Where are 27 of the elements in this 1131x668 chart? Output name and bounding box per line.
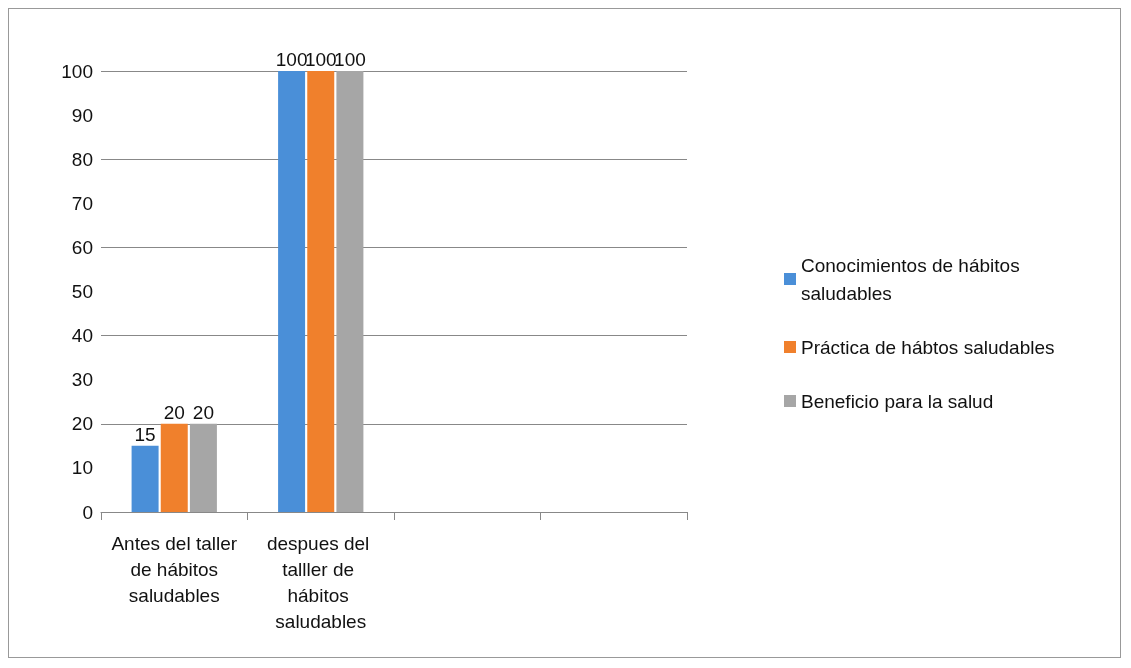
x-tick-label: despues del talller de hábitos saludables	[266, 532, 375, 632]
legend-label: Conocimientos de hábitos saludables	[801, 254, 1025, 304]
data-label: 100	[275, 49, 308, 70]
y-tick-label: 10	[71, 457, 93, 479]
data-label: 100	[334, 49, 366, 70]
bar	[189, 423, 217, 512]
y-tick-label: 60	[71, 236, 93, 258]
y-tick-label: 40	[71, 325, 93, 347]
y-tick-label: 50	[71, 281, 93, 302]
y-tick-label: 100	[61, 60, 93, 82]
bar	[131, 445, 159, 512]
y-tick-label: 90	[71, 104, 93, 126]
x-tick-label: Antes del taller de hábitos saludables	[111, 532, 238, 606]
data-label: 20	[192, 401, 214, 423]
bar	[278, 71, 306, 512]
bar	[307, 71, 335, 512]
y-tick-label: 70	[71, 192, 93, 214]
y-tick-label: 20	[71, 413, 93, 435]
data-label: 20	[163, 401, 185, 423]
legend-label: Práctica de hábtos saludables	[801, 336, 1055, 358]
y-tick-label: 80	[71, 148, 93, 170]
bar	[160, 423, 188, 512]
data-label: 15	[134, 423, 156, 445]
legend-label: Beneficio para la salud	[801, 390, 994, 412]
y-tick-label: 30	[71, 369, 93, 391]
y-tick-label: 0	[82, 501, 93, 523]
bar	[336, 71, 364, 512]
